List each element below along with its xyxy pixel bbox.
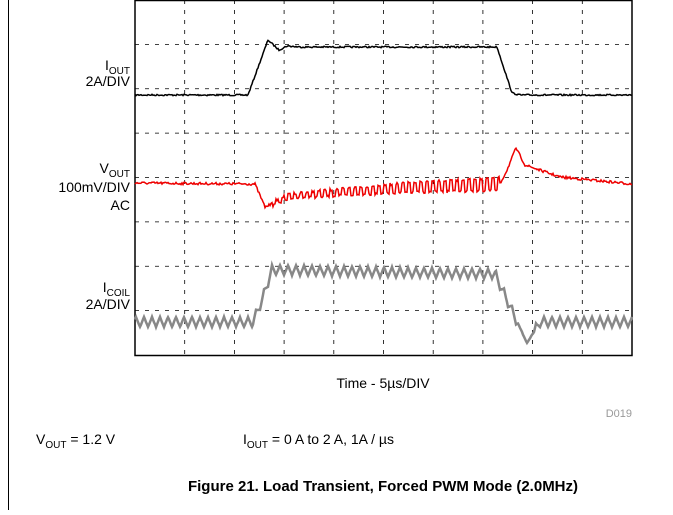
plot-frame	[134, 0, 633, 357]
icoil-trace	[133, 260, 634, 346]
caption: Figure 21. Load Transient, Forced PWM Mo…	[188, 478, 578, 495]
trace-label: VOUT	[100, 160, 130, 180]
symbol: I	[105, 57, 109, 73]
symbol: V	[36, 431, 46, 447]
condition-text: = 1.2 V	[66, 431, 115, 447]
subscript: OUT	[109, 66, 130, 77]
condition: IOUT = 0 A to 2 A, 1A / µs	[243, 431, 394, 451]
condition-text: = 0 A to 2 A, 1A / µs	[268, 431, 394, 447]
subscript: OUT	[247, 440, 268, 451]
figure-code: D019	[606, 408, 632, 420]
time-label: Time - 5µs/DIV	[336, 375, 430, 391]
iout-trace	[134, 39, 633, 97]
trace-scale: 2A/DIV	[86, 296, 131, 312]
vout-trace	[134, 146, 633, 210]
trace-label: IOUT	[105, 57, 130, 77]
symbol: V	[100, 160, 110, 176]
subscript: OUT	[109, 169, 130, 180]
trace-coupling: AC	[111, 197, 130, 213]
trace-label: ICOIL	[103, 279, 131, 299]
symbol: I	[103, 279, 107, 295]
subscript: OUT	[45, 440, 66, 451]
trace-scale: 2A/DIV	[86, 73, 131, 89]
condition: VOUT = 1.2 V	[36, 431, 116, 451]
waveforms	[133, 39, 634, 346]
symbol: I	[243, 431, 247, 447]
trace-scale: 100mV/DIV	[58, 179, 130, 195]
subscript: COIL	[107, 288, 131, 299]
grid	[135, 0, 632, 355]
